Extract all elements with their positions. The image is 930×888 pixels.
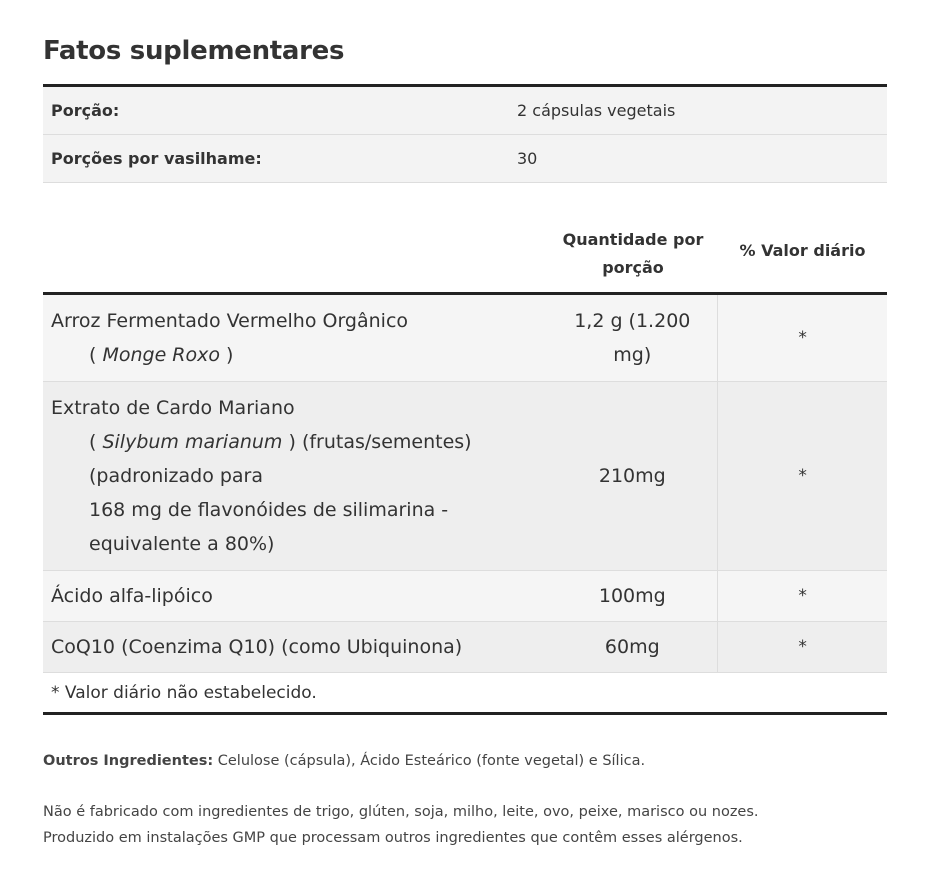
serving-info: Porção: 2 cápsulas vegetais Porções por v… (43, 84, 887, 183)
header-daily-value: % Valor diário (739, 241, 866, 260)
footnote: * Valor diário não estabelecido. (43, 670, 887, 715)
serving-size-row: Porção: 2 cápsulas vegetais (43, 87, 887, 135)
table-row: Ácido alfa-lipóico 100mg * (43, 571, 887, 622)
table-row: Extrato de Cardo Mariano ( Silybum maria… (43, 382, 887, 571)
header-amount: Quantidade por porção (562, 230, 704, 277)
allergen-statement: Não é fabricado com ingredientes de trig… (43, 804, 759, 846)
table-header: Quantidade por porção % Valor diário (43, 226, 887, 292)
page-title: Fatos suplementares (43, 36, 345, 66)
ingredients-table: Arroz Fermentado Vermelho Orgânico ( Mon… (43, 292, 887, 673)
table-row: Arroz Fermentado Vermelho Orgânico ( Mon… (43, 295, 887, 382)
table-row: CoQ10 (Coenzima Q10) (como Ubiquinona) 6… (43, 622, 887, 673)
servings-per-container-row: Porções por vasilhame: 30 (43, 135, 887, 183)
other-ingredients: Outros Ingredientes: Celulose (cápsula),… (43, 753, 646, 769)
